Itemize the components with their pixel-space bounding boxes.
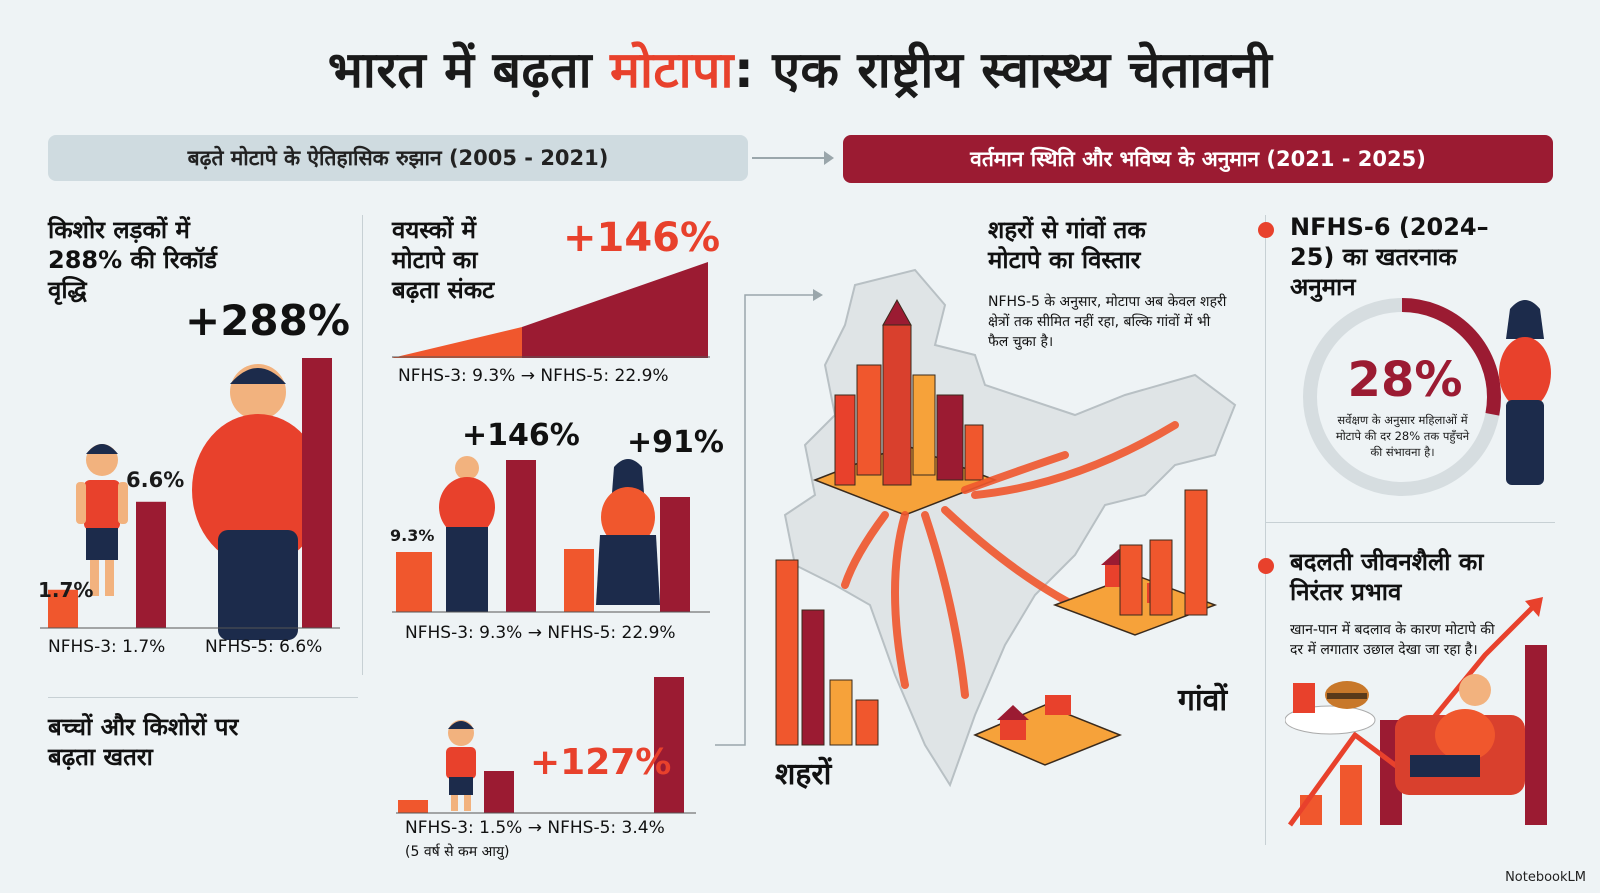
children-heading: बच्चों और किशोरों पर बढ़ता खतरा: [48, 713, 239, 771]
adults-caption: NFHS-3: 9.3% → NFHS-5: 22.9%: [398, 366, 669, 386]
teen-before-bar: [48, 589, 78, 628]
children-caption: NFHS-3: 1.5% → NFHS-5: 3.4%: [405, 818, 665, 838]
city-bar-chart: [775, 559, 879, 746]
base-value: 9.3%: [390, 526, 435, 545]
donut-value-arc: [1303, 298, 1501, 496]
teen-after-bar: [302, 358, 332, 628]
village-platform-2: [973, 695, 1123, 766]
men-before-bar: [396, 552, 432, 612]
teen-bar-chart: [40, 358, 340, 629]
adults-heading: वयस्कों में मोटापे का बढ़ता संकट: [392, 216, 495, 304]
teen-boys-heading: किशोर लड़कों में 288% की रिकॉर्ड वृद्धि: [48, 216, 218, 304]
men-after-bar: [506, 460, 536, 612]
under5-mid-bar: [484, 771, 514, 813]
lifestyle-bullet-icon: [1258, 558, 1274, 574]
under-five-chart: [396, 677, 696, 814]
divider-teen-children: [48, 697, 358, 698]
village-bar-1: [1119, 544, 1143, 616]
children-increase: +127%: [530, 742, 672, 783]
teen-after-value: 6.6%: [126, 468, 185, 492]
woman-figure-icon: [1499, 300, 1551, 485]
adults-trend-wedge: [392, 262, 710, 358]
nfhs6-bullet-icon: [1258, 222, 1274, 238]
city-buildings-icon: [834, 298, 984, 486]
men-increase: +146%: [462, 418, 580, 453]
connector-arrow-icon: [715, 289, 823, 746]
spread-heading: शहरों से गांवों तक मोटापे का विस्तार: [988, 216, 1146, 274]
spread-text: NFHS-5 के अनुसार, मोटापा अब केवल शहरी क्…: [988, 294, 1227, 350]
divider-left-middle: [362, 215, 363, 675]
nfhs6-heading: NFHS-6 (2024–25) का खतरनाक अनुमान: [1290, 213, 1489, 301]
cities-label: शहरों: [775, 757, 832, 792]
nfhs6-text: सर्वेक्षण के अनुसार महिलाओं में मोटापे क…: [1335, 413, 1470, 459]
man-icon: [439, 456, 495, 612]
children-note: (5 वर्ष से कम आयु): [405, 844, 510, 860]
teen-increase: +288%: [185, 296, 350, 345]
person-on-couch-icon: [1395, 674, 1525, 795]
lifestyle-illustration: [1285, 597, 1547, 827]
under5-after-bar: [654, 677, 684, 813]
historical-trends-header: बढ़ते मोटापे के ऐतिहासिक रुझान (2005 - 2…: [48, 135, 748, 181]
overweight-boy-icon: [192, 364, 324, 640]
village-bar-3: [1184, 489, 1208, 616]
women-after-bar: [660, 497, 690, 612]
villages-label: गांवों: [1178, 683, 1228, 718]
teen-after-caption: NFHS-5: 6.6%: [205, 637, 323, 657]
fast-food-icon: [1285, 681, 1376, 735]
notebooklm-credit: NotebookLM: [1505, 870, 1586, 885]
teen-before-value: 1.7%: [38, 578, 94, 602]
section-arrow-icon: [752, 151, 834, 165]
teen-mid-bar: [136, 501, 166, 628]
current-projections-header: वर्तमान स्थिति और भविष्य के अनुमान (2021…: [843, 135, 1553, 183]
woman-icon: [596, 459, 660, 605]
child-icon: [446, 720, 476, 811]
india-map-illustration: [783, 268, 1237, 788]
men-women-chart: [392, 456, 710, 613]
men-women-caption: NFHS-3: 9.3% → NFHS-5: 22.9%: [405, 623, 676, 643]
under5-before-bar: [398, 800, 428, 813]
nfhs6-value: 28%: [1347, 352, 1463, 408]
page-title: भारत में बढ़ता मोटापा: एक राष्ट्रीय स्वा…: [327, 41, 1273, 99]
nfhs6-donut-chart: [1303, 298, 1501, 496]
women-increase: +91%: [627, 425, 724, 460]
thin-boy-icon: [76, 444, 128, 596]
divider-right: [1265, 215, 1266, 845]
title-highlight: मोटापा: [610, 41, 734, 99]
teen-boys-illustration: [76, 364, 324, 640]
women-before-bar: [564, 549, 594, 612]
village-bar-2: [1149, 539, 1173, 616]
teen-before-caption: NFHS-3: 1.7%: [48, 637, 166, 657]
lifestyle-text: खान-पान में बदलाव के कारण मोटापे की दर म…: [1290, 622, 1495, 658]
divider-nfhs6-lifestyle: [1265, 522, 1555, 523]
adults-increase: +146%: [563, 215, 721, 261]
lifestyle-heading: बदलती जीवनशैली का निरंतर प्रभाव: [1290, 548, 1484, 606]
